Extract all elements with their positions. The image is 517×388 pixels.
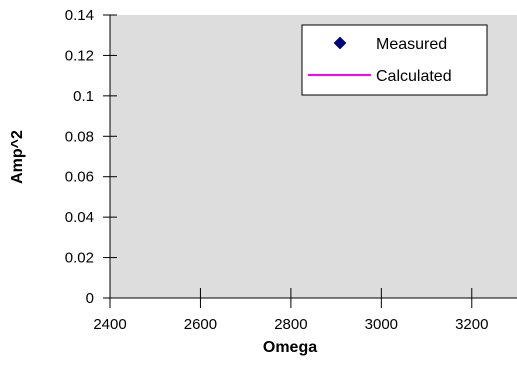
legend-box [301,24,488,96]
axes: 0 0.02 0.04 0.06 0.08 0.1 0.12 0.14 2400 2600 2800… [65,7,517,333]
y-tick-label: 0.02 [65,250,94,267]
legend-label-measured: Measured [376,36,447,53]
x-tick-label: 3000 [365,316,398,333]
legend-marker-measured [333,36,347,50]
y-tick-label: 0.14 [65,7,94,24]
x-tick-label: 2800 [274,316,307,333]
y-tick-label: 0.06 [65,169,94,186]
x-tick-label: 2600 [184,316,217,333]
y-tick-label: 0.1 [73,88,94,105]
y-axis-title: Amp^2 [9,130,26,184]
y-tick-label: 0 [86,290,94,307]
x-tick-label: 2400 [93,316,126,333]
legend-label-calculated: Calculated [376,68,452,85]
y-tick-label: 0.08 [65,128,94,145]
x-axis-title: Omega [263,339,317,356]
y-tick-label: 0.04 [65,209,94,226]
y-tick-label: 0.12 [65,47,94,64]
x-tick-label: 3200 [455,316,488,333]
legend: Measured Calculated [301,24,488,96]
